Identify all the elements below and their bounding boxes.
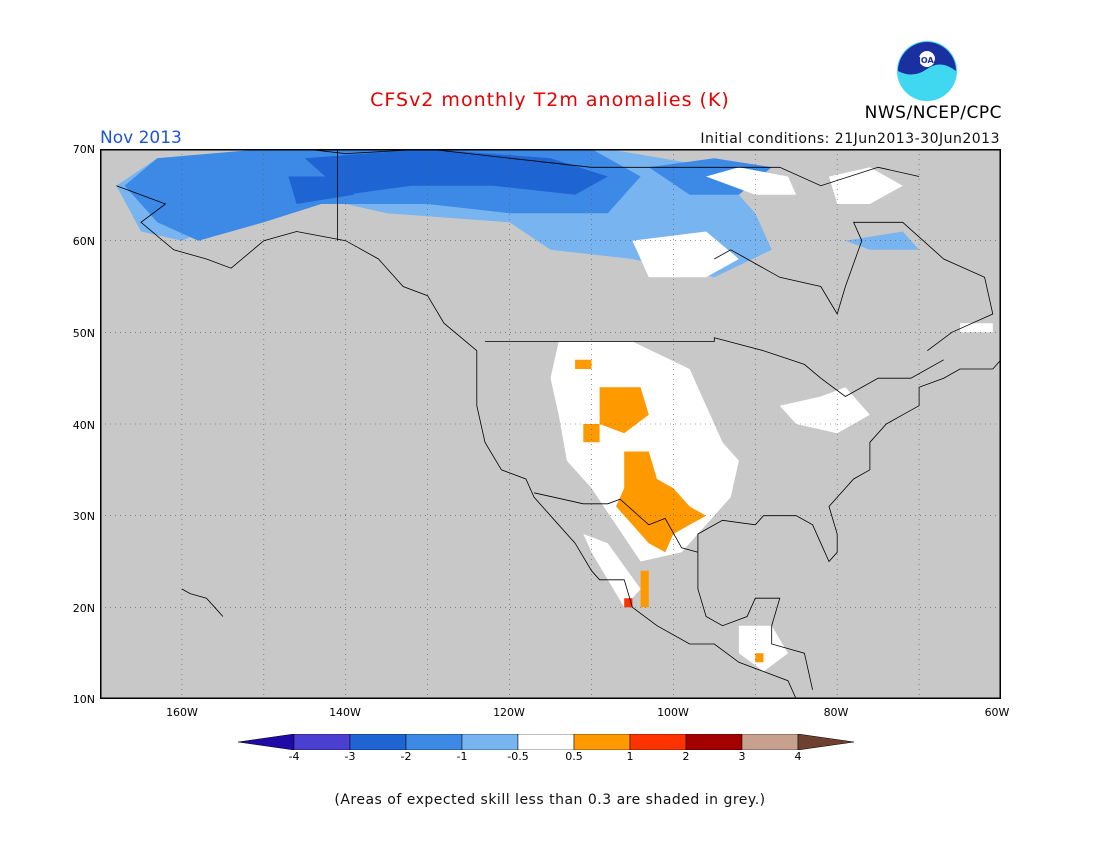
colorbar-label: -4 [288,750,300,763]
lat-label: 50N [72,327,95,340]
lat-label: 70N [72,143,95,156]
map-panel [100,149,1001,699]
neutral-region [632,231,739,278]
colorbar-arrow-left [238,734,295,750]
colorbar-label: 2 [682,750,690,763]
warm-anomaly-region [640,570,649,608]
colorbar-label: 1 [626,750,634,763]
arctic-coastline [181,149,920,187]
colorbar-box [741,734,799,750]
hawaii-islands [181,588,224,617]
colorbar-label: 3 [738,750,746,763]
lat-label: 40N [72,419,95,432]
west-coastline [116,185,797,699]
coastlines [116,149,1001,699]
colorbar-arrow-right [797,734,855,750]
colorbar-box [573,734,631,750]
colorbar-label: 0.5 [565,750,583,763]
lat-label: 30N [72,510,95,523]
forecast-month: Nov 2013 [100,128,182,148]
lon-label: 100W [657,706,689,719]
colorbar [238,734,855,750]
lon-label: 140W [329,706,361,719]
svg-text:NOAA: NOAA [914,56,940,65]
colorbar-label: -3 [344,750,356,763]
map-frame [100,149,1001,699]
colorbar-label: 4 [794,750,802,763]
colorbar-box [629,734,687,750]
initial-conditions: Initial conditions: 21Jun2013-30Jun2013 [700,131,1000,147]
lat-label: 20N [72,602,95,615]
footnote: (Areas of expected skill less than 0.3 a… [334,792,766,808]
neutral-region [829,167,903,204]
noaa-logo: NOAA [897,41,957,101]
colorbar-label: -2 [400,750,412,763]
chart-title: CFSv2 monthly T2m anomalies (K) [370,89,730,111]
lat-label: 60N [72,235,95,248]
warm-anomaly-region [599,387,649,434]
colorbar-box [517,734,575,750]
colorbar-box [405,734,463,750]
warm-anomaly-region [583,424,600,443]
colorbar-box [293,734,351,750]
lon-label: 120W [493,706,525,719]
warm-anomaly-region [616,451,707,553]
anomaly-shading [116,149,993,672]
neutral-region [583,534,641,608]
colorbar-label: -1 [456,750,468,763]
neutral-region [960,323,993,333]
lat-label: 10N [72,693,95,706]
gulf-coastline [697,552,813,690]
neutral-region [738,625,788,672]
colorbar-box [461,734,519,750]
neutral-region [706,167,797,195]
lon-label: 80W [823,706,849,719]
warm-anomaly-region [575,359,592,369]
neutral-region [779,387,870,434]
colorbar-label: -0.5 [507,750,529,763]
east-coastline [697,359,1001,563]
colorbar-box [349,734,407,750]
lon-label: 160W [166,706,198,719]
colorbar-box [685,734,743,750]
agency-label: NWS/NCEP/CPC [864,103,1002,123]
lon-label: 60W [984,706,1010,719]
hudson-labrador-coastline [714,221,994,352]
us-canada-border [485,337,944,397]
cold-anomaly-region [845,231,920,250]
us-mexico-border [534,492,699,553]
warm-anomaly-region [755,653,764,663]
